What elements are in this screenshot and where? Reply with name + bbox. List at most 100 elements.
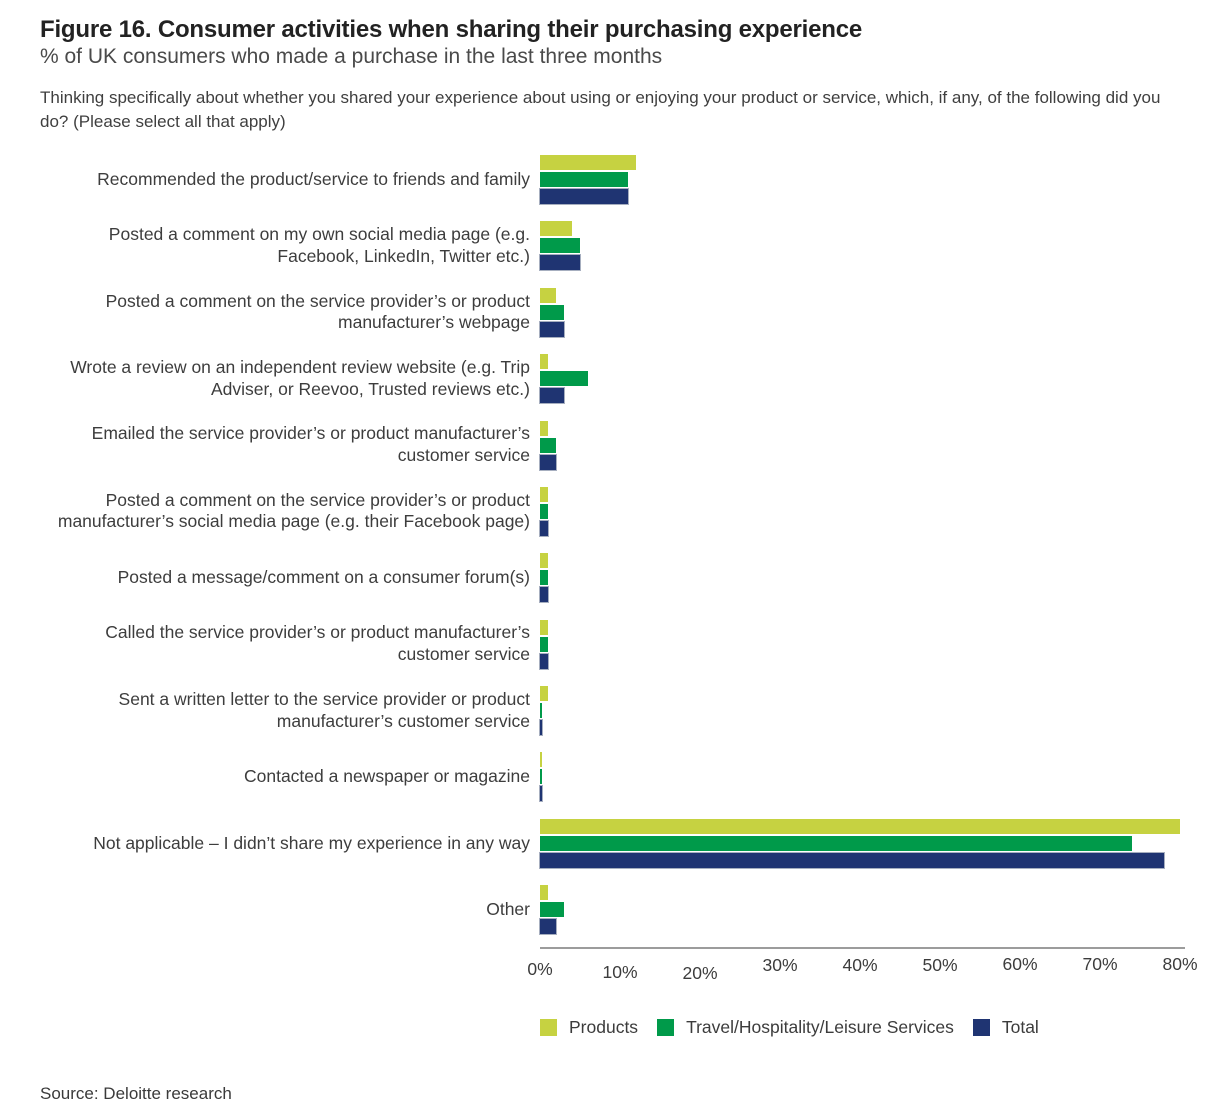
chart-row: Contacted a newspaper or magazine: [40, 744, 1180, 810]
legend-swatch-products: [540, 1018, 557, 1036]
category-label: Emailed the service provider’s or produc…: [91, 423, 530, 465]
chart-row: Wrote a review on an independent review …: [40, 345, 1180, 411]
legend-item-total: Total: [972, 1016, 1039, 1038]
legend-label: Total: [1001, 1016, 1039, 1037]
category-label: Posted a message/comment on a consumer f…: [117, 566, 530, 587]
bar-group: [540, 287, 1180, 337]
bar-travel-hospitality-leisure-services: [540, 902, 564, 918]
bar-products: [540, 354, 548, 370]
x-tick: 10%: [602, 961, 638, 982]
survey-question: Thinking specifically about whether you …: [40, 88, 1161, 132]
bar-total: [540, 852, 1164, 868]
category-label: Called the service provider’s or product…: [105, 622, 530, 665]
bar-total: [540, 188, 628, 204]
figure-title: Figure 16. Consumer activities when shar…: [40, 16, 863, 43]
bar-total: [540, 919, 556, 935]
x-axis-line: [540, 946, 1185, 949]
x-tick: 50%: [922, 954, 958, 975]
x-axis-ticks: 0% 10% 20% 30% 40% 50% 60% 70% 80%: [527, 949, 1197, 991]
category-label: Contacted a newspaper or magazine: [243, 766, 530, 787]
category-label: Recommended the product/service to frien…: [97, 168, 530, 189]
bar-group: [540, 154, 1180, 204]
bar-travel-hospitality-leisure-services: [540, 769, 542, 785]
bar-total: [540, 720, 542, 736]
bar-group: [540, 420, 1180, 470]
bar-total: [540, 388, 564, 404]
chart-row: Other: [40, 877, 1180, 943]
bar-total: [540, 255, 580, 271]
bar-travel-hospitality-leisure-services: [540, 570, 548, 586]
bar-products: [540, 752, 542, 768]
bar-group: [540, 752, 1180, 802]
bar-group: [540, 619, 1180, 669]
category-label: Posted a comment on the service provider…: [57, 489, 530, 532]
chart-row: Called the service provider’s or product…: [40, 611, 1180, 677]
bar-travel-hospitality-leisure-services: [540, 171, 628, 187]
chart-row: Posted a comment on the service provider…: [40, 279, 1180, 345]
x-tick: 20%: [682, 962, 718, 983]
bar-total: [540, 520, 548, 536]
bar-travel-hospitality-leisure-services: [540, 835, 1132, 851]
chart-row: Posted a comment on my own social media …: [40, 213, 1180, 279]
bar-products: [540, 486, 548, 502]
chart-row: Posted a message/comment on a consumer f…: [40, 545, 1180, 611]
legend-item-travel-hospitality-leisure-services: Travel/Hospitality/Leisure Services: [657, 1017, 954, 1038]
bar-group: [540, 486, 1180, 536]
bar-products: [540, 553, 548, 569]
bar-group: [540, 553, 1180, 603]
bar-products: [540, 221, 572, 237]
bar-travel-hospitality-leisure-services: [540, 371, 588, 387]
bar-group: [540, 354, 1180, 404]
category-label: Other: [486, 898, 530, 919]
chart-row: Not applicable – I didn’t share my exper…: [40, 810, 1180, 876]
bar-total: [540, 587, 548, 603]
category-label: Posted a comment on the service provider…: [105, 290, 530, 333]
bar-travel-hospitality-leisure-services: [540, 238, 580, 254]
x-tick: 60%: [1002, 953, 1038, 974]
chart-row: Emailed the service provider’s or produc…: [40, 412, 1180, 478]
bar-travel-hospitality-leisure-services: [540, 703, 542, 719]
chart-row: Recommended the product/service to frien…: [40, 146, 1180, 212]
category-label: Sent a written letter to the service pro…: [118, 688, 530, 731]
x-tick: 70%: [1082, 953, 1118, 974]
bar-group: [540, 818, 1180, 868]
source-note: Source: Deloitte research: [40, 1084, 232, 1103]
chart-row: Posted a comment on the service provider…: [40, 478, 1180, 544]
category-label: Wrote a review on an independent review …: [70, 356, 530, 399]
bar-group: [540, 686, 1180, 736]
bar-products: [540, 818, 1180, 834]
bar-products: [540, 154, 636, 170]
x-tick: 30%: [762, 954, 798, 975]
legend-swatch-total: [972, 1018, 990, 1036]
bar-travel-hospitality-leisure-services: [540, 503, 548, 519]
bar-products: [540, 287, 556, 303]
category-label: Posted a comment on my own social media …: [108, 224, 530, 266]
bar-total: [540, 321, 564, 337]
bar-total: [540, 454, 556, 470]
legend-label: Products: [569, 1016, 639, 1037]
category-label: Not applicable – I didn’t share my exper…: [93, 832, 530, 853]
bar-travel-hospitality-leisure-services: [540, 304, 564, 320]
x-tick: 40%: [842, 954, 878, 975]
bar-products: [540, 686, 548, 702]
bar-chart: Recommended the product/service to frien…: [40, 146, 1180, 943]
bar-travel-hospitality-leisure-services: [540, 437, 556, 453]
chart-row: Sent a written letter to the service pro…: [40, 677, 1180, 743]
bar-products: [540, 885, 548, 901]
bar-group: [540, 885, 1180, 935]
bar-total: [540, 786, 542, 802]
x-tick: 80%: [1162, 953, 1198, 974]
bar-total: [540, 653, 548, 669]
legend-swatch-travel-hospitality-leisure-services: [657, 1018, 675, 1036]
bar-group: [540, 221, 1180, 271]
bar-products: [540, 420, 548, 436]
bar-travel-hospitality-leisure-services: [540, 636, 548, 652]
legend-item-products: Products: [540, 1017, 638, 1038]
chart-legend: Products Travel/Hospitality/Leisure Servi…: [540, 1017, 1180, 1038]
legend-label: Travel/Hospitality/Leisure Services: [686, 1016, 954, 1037]
bar-products: [540, 619, 548, 635]
figure-subtitle: % of UK consumers who made a purchase in…: [40, 45, 663, 68]
x-axis: 0% 10% 20% 30% 40% 50% 60% 70% 80%: [527, 946, 1198, 991]
x-tick: 0%: [527, 958, 553, 979]
